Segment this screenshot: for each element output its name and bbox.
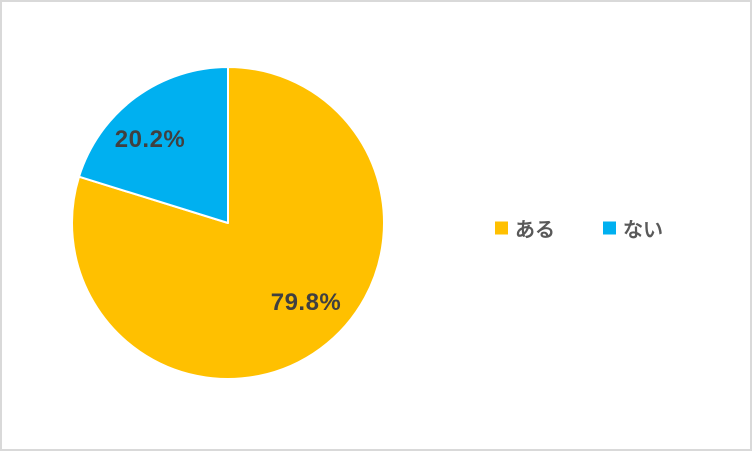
legend-label-aru: ある: [515, 219, 555, 242]
legend-item-nai: ない: [603, 214, 663, 243]
legend: ある ない: [495, 214, 663, 243]
legend-swatch-nai: [603, 221, 616, 235]
pie-slice-nai: [78, 66, 229, 224]
data-label-nai: 20.2%: [114, 126, 186, 153]
data-label-aru: 79.8%: [270, 289, 342, 316]
legend-item-aru: ある: [495, 214, 555, 243]
legend-label-nai: ない: [623, 219, 663, 242]
legend-swatch-aru: [495, 221, 508, 235]
